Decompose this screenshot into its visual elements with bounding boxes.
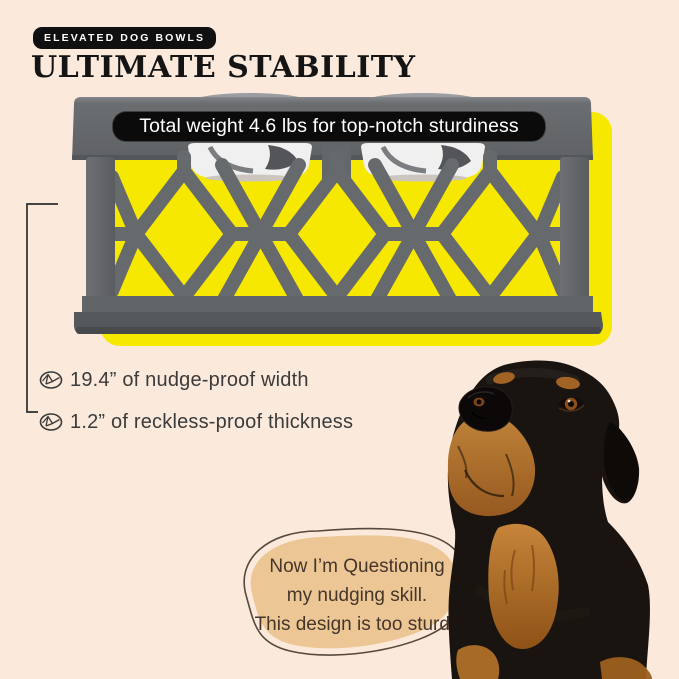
measurement-bracket (26, 203, 58, 413)
bubble-line: Now I’m Questioning (269, 556, 445, 577)
bubble-line: This design is too sturdy (254, 614, 460, 635)
rottweiler-dog-image (447, 360, 652, 679)
weight-banner: Total weight 4.6 lbs for top-notch sturd… (112, 111, 546, 142)
feature-width-label: 19.4” of nudge-proof width (70, 368, 309, 391)
category-badge: ELEVATED DOG BOWLS (33, 27, 217, 49)
feature-thickness-label: 1.2” of reckless-proof thickness (70, 410, 354, 433)
speech-bubble-text: Now I’m Questioning my nudging skill. Th… (247, 552, 467, 639)
feature-thickness: 1.2” of reckless-proof thickness (38, 408, 353, 436)
feature-width: 19.4” of nudge-proof width (38, 366, 309, 394)
nut-sketch-icon (39, 371, 63, 389)
product-image-dog-bowl-stand (72, 93, 612, 346)
page-title: ULTIMATE STABILITY (31, 50, 416, 85)
bubble-line: my nudging skill. (286, 585, 428, 606)
nut-sketch-icon (39, 413, 63, 431)
